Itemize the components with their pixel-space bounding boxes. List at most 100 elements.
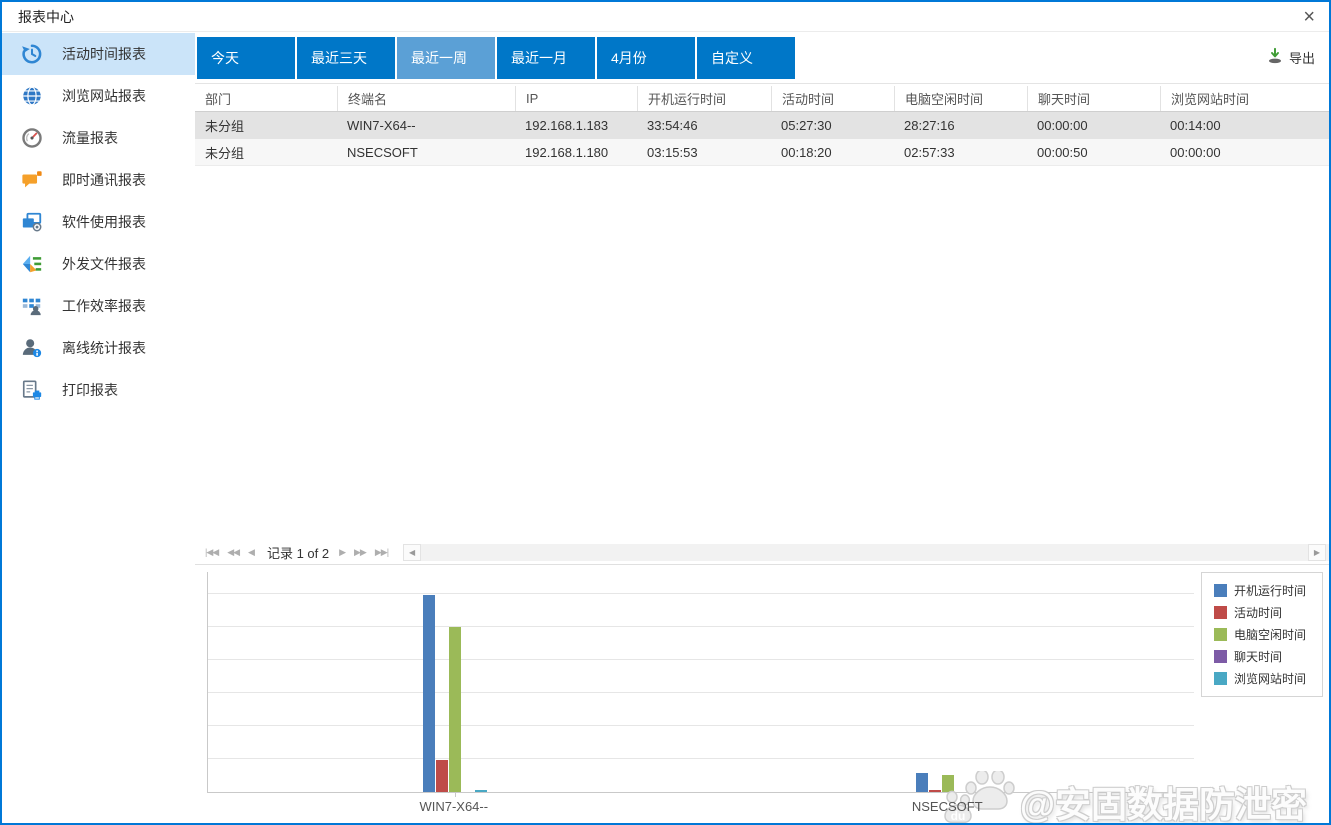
column-header-department[interactable]: 部门 [205,92,232,107]
cell-idle-time: 02:57:33 [904,144,955,160]
outgoing-files-icon [20,252,44,276]
legend-label: 浏览网站时间 [1234,672,1307,686]
cell-uptime: 33:54:46 [647,118,698,133]
history-icon [20,42,44,66]
main-panel: 今天 最近三天 最近一周 最近一月 4月份 自定义 导出 部门 终端名 IP 开… [195,33,1329,823]
sidebar-item-label: 即时通讯报表 [62,172,146,188]
sidebar-item-label: 外发文件报表 [62,256,146,272]
sidebar-item-label: 浏览网站报表 [62,88,146,104]
column-header-ip[interactable]: IP [515,86,637,111]
sidebar-item-website-report[interactable]: 浏览网站报表 [2,75,195,117]
tab-last-month[interactable]: 最近一月 [497,37,595,79]
cell-ip: 192.168.1.180 [525,144,609,160]
cell-chat-time: 00:00:00 [1037,118,1088,133]
last-record-button[interactable]: ▶▶| [374,546,389,557]
bar [474,790,487,792]
sidebar-item-outgoing-files-report[interactable]: 外发文件报表 [2,243,195,285]
cell-idle-time: 28:27:16 [904,118,955,133]
tab-last-week[interactable]: 最近一周 [397,37,495,79]
column-header-terminal[interactable]: 终端名 [337,86,515,111]
legend-label: 聊天时间 [1234,650,1283,664]
sidebar-item-im-report[interactable]: 即时通讯报表 [2,159,195,201]
sidebar-item-work-efficiency-report[interactable]: 工作效率报表 [2,285,195,327]
column-header-browse-time[interactable]: 浏览网站时间 [1160,86,1329,111]
sidebar-item-label: 软件使用报表 [62,214,146,230]
tab-today[interactable]: 今天 [197,37,295,79]
software-usage-icon [20,210,44,234]
table-row[interactable]: 未分组 WIN7-X64-- 192.168.1.183 33:54:46 05… [195,112,1329,139]
divider [195,83,1329,84]
column-header-idle-time[interactable]: 电脑空闲时间 [894,86,1027,111]
next-page-button[interactable]: ▶▶ [354,546,367,557]
print-report-icon [20,378,44,402]
sidebar-item-label: 流量报表 [62,130,118,146]
category-label: NSECSOFT [911,799,983,814]
cell-active-time: 00:18:20 [781,144,832,160]
cell-terminal: WIN7-X64-- [347,118,416,133]
column-header-chat-time[interactable]: 聊天时间 [1027,86,1160,111]
table-row[interactable]: 未分组 NSECSOFT 192.168.1.180 03:15:53 00:1… [195,139,1329,166]
export-button[interactable]: 导出 [1266,47,1315,68]
cell-browse-time: 00:14:00 [1170,118,1221,133]
legend-swatch [1214,650,1227,663]
legend-item: 浏览网站时间 [1214,670,1314,687]
bar-group [422,595,487,792]
gridline [208,758,1194,759]
gridline [208,659,1194,660]
prev-record-button[interactable]: ◀ [248,546,255,557]
gridline [208,593,1194,594]
tab-last-3-days[interactable]: 最近三天 [297,37,395,79]
tab-custom[interactable]: 自定义 [697,37,795,79]
tab-april[interactable]: 4月份 [597,37,695,79]
cell-active-time: 05:27:30 [781,118,832,133]
axis-tick [454,793,456,797]
close-icon[interactable]: × [1303,6,1315,28]
record-navigator: |◀◀ ◀◀ ◀ 记录 1 of 2 ▶ ▶▶ ▶▶| ◀ ▶ [195,539,1329,565]
chart-plot [207,572,1194,797]
first-record-button[interactable]: |◀◀ [205,546,219,557]
gridline [208,692,1194,693]
globe-icon [20,84,44,108]
cell-department: 未分组 [205,119,245,134]
next-record-button[interactable]: ▶ [339,546,346,557]
legend-swatch [1214,628,1227,641]
scroll-left-icon[interactable]: ◀ [403,543,422,561]
chart-region: 开机运行时间 活动时间 电脑空闲时间 聊天时间 浏览网站时间 du @安 [195,565,1329,823]
column-header-active-time[interactable]: 活动时间 [771,86,894,111]
work-efficiency-icon [20,294,44,318]
scroll-right-icon[interactable]: ▶ [1308,543,1326,561]
sidebar-item-offline-stats-report[interactable]: 离线统计报表 [2,327,195,369]
table-header-row: 部门 终端名 IP 开机运行时间 活动时间 电脑空闲时间 聊天时间 浏览网站时间 [195,86,1329,112]
horizontal-scrollbar[interactable]: ◀ ▶ [403,543,1329,561]
download-icon [1266,47,1284,68]
column-header-uptime[interactable]: 开机运行时间 [637,86,771,111]
axis-tick [947,793,949,797]
gridline [208,626,1194,627]
cell-department: 未分组 [205,145,245,161]
prev-page-button[interactable]: ◀◀ [227,546,240,557]
bar [928,790,941,792]
chart-legend: 开机运行时间 活动时间 电脑空闲时间 聊天时间 浏览网站时间 [1201,572,1323,697]
legend-item: 开机运行时间 [1214,582,1314,599]
sidebar-item-label: 打印报表 [62,382,118,398]
sidebar-item-activity-time-report[interactable]: 活动时间报表 [2,33,195,75]
category-label: WIN7-X64-- [419,799,489,814]
cell-terminal: NSECSOFT [347,144,418,160]
sidebar-item-traffic-report[interactable]: 流量报表 [2,117,195,159]
sidebar: 活动时间报表 浏览网站报表 流量报表 即时通讯报表 软件使用报表 [2,33,195,823]
legend-label: 开机运行时间 [1234,584,1307,598]
bar [448,627,461,792]
sidebar-item-software-usage-report[interactable]: 软件使用报表 [2,201,195,243]
legend-item: 电脑空闲时间 [1214,626,1314,643]
export-label: 导出 [1288,51,1315,66]
sidebar-item-print-report[interactable]: 打印报表 [2,369,195,411]
bar [422,595,435,792]
chat-icon [20,168,44,192]
date-range-tabbar: 今天 最近三天 最近一周 最近一月 4月份 自定义 [197,37,797,79]
gauge-icon [20,126,44,150]
bar-group [915,773,980,792]
legend-swatch [1214,606,1227,619]
cell-chat-time: 00:00:50 [1037,144,1088,160]
legend-label: 电脑空闲时间 [1234,628,1307,642]
